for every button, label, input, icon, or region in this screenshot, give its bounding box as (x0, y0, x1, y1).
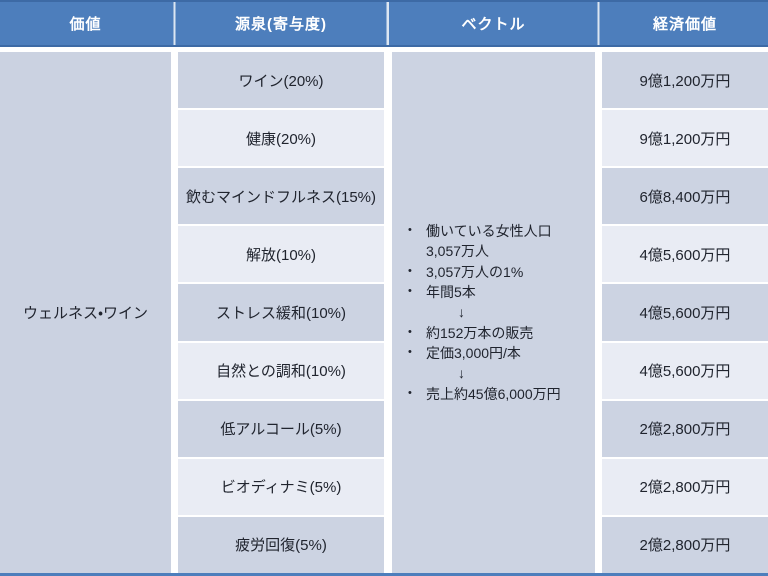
source-cell: 疲労回復(5%) (178, 516, 384, 573)
source-cell: 自然との調和(10%) (178, 342, 384, 399)
source-cell: 健康(20%) (178, 110, 384, 167)
vector-line: • 年間5本 (406, 282, 561, 302)
header-divider (384, 2, 392, 45)
vector-line: • 定価3,000円/本 (406, 343, 561, 363)
bullet-icon: • (408, 285, 412, 298)
source-cell: ビオディナミ(5%) (178, 458, 384, 515)
bullet-icon: • (408, 264, 412, 277)
economic-value-cell: 9億1,200万円 (602, 110, 768, 167)
vector-line: ↓ (406, 302, 561, 322)
economic-value-cell: 9億1,200万円 (602, 52, 768, 109)
source-cell: 飲むマインドフルネス(15%) (178, 168, 384, 225)
economic-value-cell: 4億5,600万円 (602, 284, 768, 341)
table-header-row: 価値 源泉(寄与度) ベクトル 経済価値 (0, 0, 768, 47)
source-cell: 解放(10%) (178, 226, 384, 283)
vector-line: • 約152万本の販売 (406, 323, 561, 343)
bullet-icon: • (408, 386, 412, 399)
header-source: 源泉(寄与度) (178, 2, 384, 45)
down-arrow-icon: ↓ (458, 365, 465, 382)
economic-value-cell: 2億2,800万円 (602, 400, 768, 457)
economic-value-cell: 2億2,800万円 (602, 516, 768, 573)
source-cell: 低アルコール(5%) (178, 400, 384, 457)
source-cell: ワイン(20%) (178, 52, 384, 109)
bullet-icon: • (408, 224, 412, 237)
header-value: 価値 (0, 2, 171, 45)
vector-line: 3,057万人 (426, 243, 490, 260)
header-vector: ベクトル (392, 2, 595, 45)
vector-line: • 働いている女性人口 (406, 221, 561, 241)
bullet-icon: • (408, 325, 412, 338)
header-body-gap (0, 47, 768, 52)
economic-value-cell: 6億8,400万円 (602, 168, 768, 225)
vector-bullet-list: • 働いている女性人口 3,057万人 • 3,057万人の1% • 年間5本 … (392, 221, 561, 404)
header-economic-value: 経済価値 (602, 2, 768, 45)
header-divider (171, 2, 178, 45)
economic-value-cell: 4億5,600万円 (602, 226, 768, 283)
value-cell: ウェルネス・ワイン (0, 52, 171, 573)
source-cell: ストレス緩和(10%) (178, 284, 384, 341)
vector-line: ↓ (406, 363, 561, 383)
vector-cell: • 働いている女性人口 3,057万人 • 3,057万人の1% • 年間5本 … (392, 52, 595, 573)
table-bottom-border (0, 573, 768, 576)
bullet-icon: • (408, 346, 412, 359)
economic-value-cell: 2億2,800万円 (602, 458, 768, 515)
vector-line: • 売上約45億6,000万円 (406, 384, 561, 404)
table-body: ウェルネス・ワイン ワイン(20%) 健康(20%) 飲むマインドフルネス(15… (0, 52, 768, 573)
economic-value-cell: 4億5,600万円 (602, 342, 768, 399)
vector-line: • 3,057万人の1% (406, 262, 561, 282)
header-divider (595, 2, 602, 45)
down-arrow-icon: ↓ (458, 304, 465, 321)
